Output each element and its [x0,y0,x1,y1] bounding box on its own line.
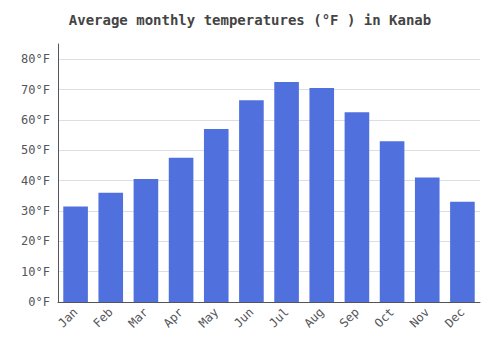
svg-text:Average monthly temperatures (: Average monthly temperatures (°F ) in Ka… [69,12,431,28]
svg-text:Mar: Mar [126,305,151,330]
svg-text:30°F: 30°F [21,204,50,218]
svg-text:May: May [196,305,221,330]
svg-text:Aug: Aug [301,305,326,330]
svg-text:Feb: Feb [90,305,115,330]
svg-text:80°F: 80°F [21,52,50,66]
svg-text:Jan: Jan [55,305,80,330]
svg-text:40°F: 40°F [21,174,50,188]
svg-text:10°F: 10°F [21,265,50,279]
svg-text:20°F: 20°F [21,234,50,248]
svg-text:Jun: Jun [231,305,256,330]
svg-text:Dec: Dec [442,305,467,330]
svg-text:0°F: 0°F [28,295,50,309]
svg-text:Apr: Apr [161,305,186,330]
svg-text:Nov: Nov [407,305,432,330]
svg-text:60°F: 60°F [21,113,50,127]
svg-text:Oct: Oct [372,305,397,330]
svg-text:Jul: Jul [266,305,291,330]
svg-text:Sep: Sep [337,305,362,330]
svg-text:50°F: 50°F [21,143,50,157]
svg-text:70°F: 70°F [21,83,50,97]
